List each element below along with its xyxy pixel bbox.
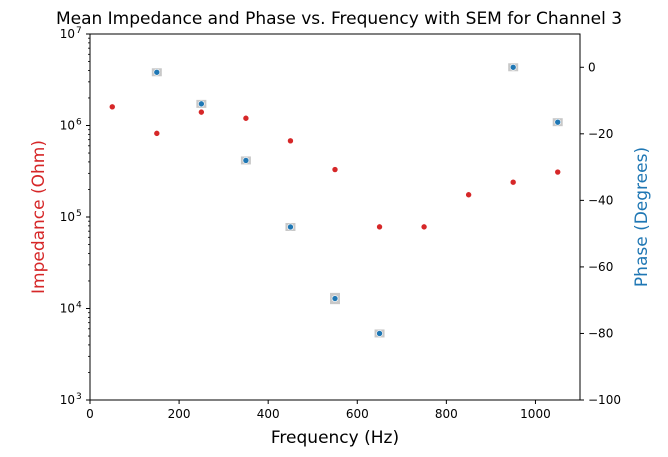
left-tick-exponent: 5	[76, 209, 82, 219]
x-tick-label: 1000	[520, 407, 551, 421]
right-axis-ticks: 0 −20 −40 −60 −80 −100	[580, 60, 621, 407]
x-axis-label: Frequency (Hz)	[271, 428, 399, 448]
impedance-point	[509, 178, 517, 186]
left-tick-exponent: 6	[76, 118, 82, 128]
impedance-point	[420, 223, 428, 231]
impedance-point	[331, 166, 339, 173]
impedance-point	[465, 191, 472, 199]
impedance-point	[554, 168, 562, 176]
phase-point	[376, 330, 383, 337]
left-tick-label: 10	[60, 393, 75, 407]
left-tick-label: 10	[60, 210, 75, 224]
phase-point	[198, 100, 205, 108]
left-axis-label: Impedance (Ohm)	[29, 140, 49, 294]
phase-point	[554, 118, 562, 126]
left-tick-exponent: 7	[76, 26, 82, 36]
sem-band-layer	[151, 63, 563, 338]
phase-point	[153, 68, 161, 76]
right-tick-label: −40	[588, 193, 613, 207]
right-axis-label: Phase (Degrees)	[632, 147, 652, 287]
x-axis-ticks: 0 200 400 600 800 1000	[86, 400, 551, 421]
left-tick-label: 10	[60, 119, 75, 133]
impedance-point	[198, 108, 205, 116]
impedance-point	[108, 103, 116, 111]
x-tick-label: 200	[168, 407, 191, 421]
x-tick-label: 600	[346, 407, 369, 421]
right-tick-label: −20	[588, 127, 613, 141]
x-tick-label: 400	[257, 407, 280, 421]
x-tick-label: 0	[86, 407, 94, 421]
impedance-series	[108, 103, 562, 231]
x-tick-label: 800	[435, 407, 458, 421]
right-tick-label: −80	[588, 326, 613, 340]
phase-point	[242, 157, 250, 164]
right-tick-label: −60	[588, 260, 613, 274]
right-tick-label: 0	[588, 60, 596, 74]
phase-point	[331, 295, 339, 302]
chart-title: Mean Impedance and Phase vs. Frequency w…	[56, 9, 622, 29]
left-tick-label: 10	[60, 302, 75, 316]
impedance-point	[153, 130, 161, 137]
left-tick-exponent: 4	[76, 301, 82, 311]
phase-series	[153, 63, 562, 337]
impedance-point	[242, 114, 250, 122]
impedance-point	[287, 137, 294, 145]
right-tick-label: −100	[588, 393, 621, 407]
left-tick-label: 10	[60, 27, 75, 41]
phase-point	[287, 223, 294, 231]
plot-frame	[89, 33, 581, 401]
phase-point	[509, 63, 517, 71]
left-tick-exponent: 3	[76, 392, 82, 402]
impedance-point	[376, 223, 383, 231]
